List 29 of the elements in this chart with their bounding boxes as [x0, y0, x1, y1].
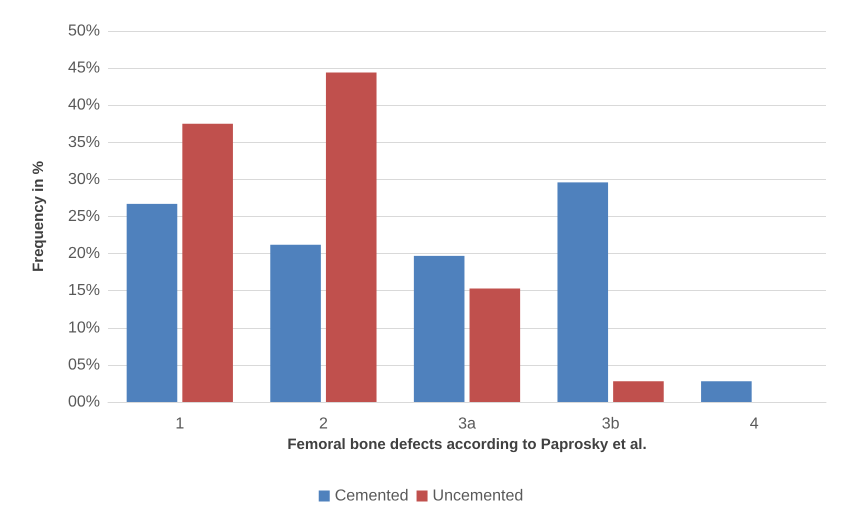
y-tick-label: 15% — [68, 282, 100, 300]
bar — [701, 381, 752, 402]
legend-label: Uncemented — [432, 488, 524, 504]
bar — [182, 124, 233, 402]
bar — [557, 182, 608, 402]
y-tick-label: 05% — [68, 356, 100, 374]
x-axis-title: Femoral bone defects according to Paprosky et al. — [287, 436, 647, 453]
bar — [270, 244, 321, 402]
y-tick-label: 40% — [68, 96, 100, 114]
y-tick-label: 25% — [68, 208, 100, 225]
y-tick-label: 30% — [68, 170, 100, 188]
x-tick-label: 2 — [318, 416, 328, 432]
y-tick-label: 10% — [68, 319, 100, 336]
bar — [414, 256, 464, 402]
y-tick-label: 45% — [68, 60, 100, 77]
legend-label: Cemented — [334, 488, 409, 504]
bar — [326, 72, 377, 402]
x-tick-label: 1 — [175, 416, 184, 432]
x-tick-label: 3a — [458, 416, 476, 432]
x-tick-label: 3b — [602, 416, 620, 432]
y-tick-label: 20% — [68, 245, 100, 262]
y-tick-label: 50% — [68, 22, 100, 40]
y-tick-label: 35% — [68, 134, 100, 151]
bar — [613, 381, 664, 402]
y-tick-label: 00% — [68, 394, 100, 410]
bar — [470, 288, 520, 402]
y-axis-title: Frequency in % — [30, 161, 47, 272]
x-tick-label: 4 — [750, 416, 759, 432]
bar — [126, 204, 178, 402]
